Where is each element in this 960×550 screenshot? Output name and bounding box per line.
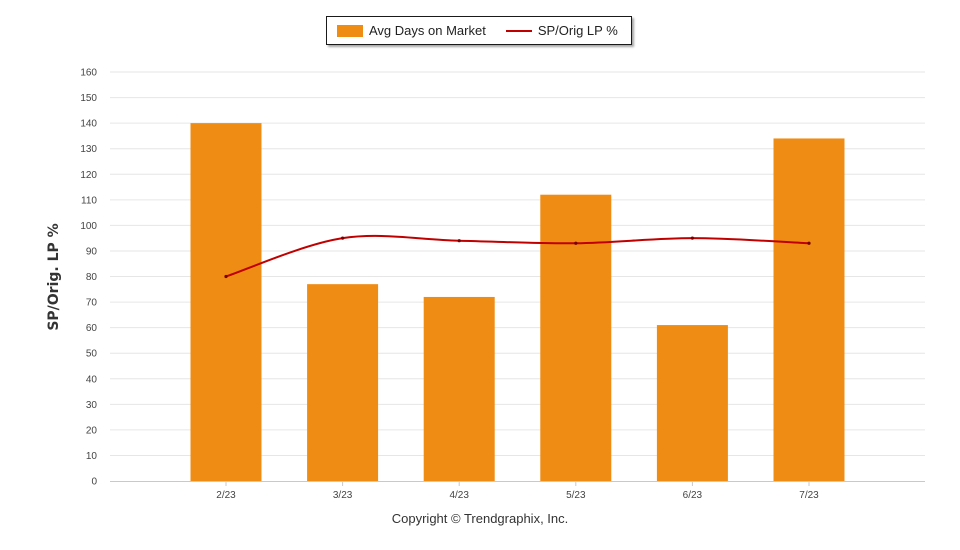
line-point-5-23[interactable] [574, 241, 578, 245]
legend-swatch-bars [337, 24, 363, 37]
y-tick-label: 90 [86, 246, 98, 257]
y-axis-ticks: 0 10 20 30 40 50 60 70 80 90 100 110 120 130 140 150 160 [80, 68, 97, 488]
bar-4-23[interactable] [423, 296, 495, 481]
y-tick-label: 30 [86, 400, 98, 411]
line-point-7-23[interactable] [807, 241, 811, 245]
bar-3-23[interactable] [307, 284, 379, 481]
y-tick-label: 80 [86, 272, 98, 283]
x-tick-label: 2/23 [216, 490, 236, 501]
x-tick-label: 6/23 [683, 490, 703, 501]
bar-5-23[interactable] [540, 194, 612, 481]
legend-swatch-line [505, 29, 532, 32]
bar-6-23[interactable] [656, 325, 728, 481]
legend-label-line: SP/Orig LP % [537, 23, 618, 38]
y-tick-label: 60 [86, 323, 98, 334]
x-tick-label: 5/23 [566, 490, 586, 501]
y-tick-label: 0 [91, 477, 97, 488]
y-tick-label: 110 [81, 195, 97, 206]
x-tick-label: 7/23 [799, 490, 819, 501]
line-point-4-23[interactable] [457, 239, 461, 243]
x-tick-label: 4/23 [449, 490, 469, 501]
y-tick-label: 50 [86, 349, 98, 360]
line-point-6-23[interactable] [690, 236, 695, 240]
y-tick-label: 130 [80, 144, 97, 155]
legend: Avg Days on Market SP/Orig LP % [326, 16, 632, 45]
bar-7-23[interactable] [773, 138, 845, 481]
line-point-2-23[interactable] [224, 274, 228, 279]
y-tick-label: 140 [80, 119, 97, 130]
line-series [224, 234, 811, 279]
line-point-3-23[interactable] [341, 236, 345, 240]
y-tick-label: 40 [86, 374, 98, 385]
legend-item-line[interactable]: SP/Orig LP % [486, 23, 618, 38]
legend-item-bars[interactable]: Avg Days on Market [327, 23, 486, 38]
legend-label-bars: Avg Days on Market [369, 23, 486, 38]
y-tick-label: 150 [80, 93, 97, 104]
y-tick-label: 70 [86, 298, 98, 309]
x-tick-label: 3/23 [333, 490, 353, 501]
y-tick-label: 120 [80, 170, 97, 181]
copyright-text: Copyright © Trendgraphix, Inc. [391, 511, 569, 526]
y-tick-label: 100 [80, 221, 97, 232]
y-tick-label: 20 [86, 425, 98, 436]
y-axis-label: SP/Orig. LP % [46, 223, 62, 330]
x-axis-ticks: 2/23 3/23 4/23 5/23 6/23 7/23 [216, 481, 819, 501]
y-tick-label: 160 [80, 68, 97, 79]
line-sp-orig-lp[interactable] [225, 234, 810, 278]
bar-2-23[interactable] [190, 123, 262, 481]
y-tick-label: 10 [86, 451, 98, 462]
